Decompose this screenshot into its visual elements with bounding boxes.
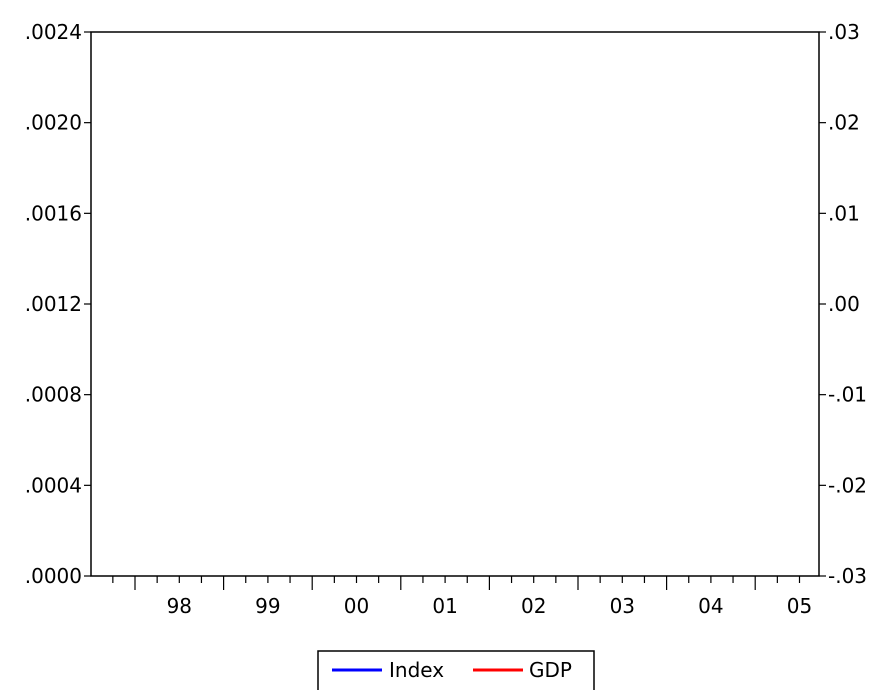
- left-y-tick-label: .0008: [25, 383, 82, 407]
- legend-label-gdp: GDP: [529, 658, 572, 682]
- x-tick-label: 99: [255, 594, 280, 618]
- legend: Index GDP: [317, 650, 595, 690]
- plot-area: [90, 31, 820, 577]
- right-y-tick-label: .02: [828, 111, 860, 135]
- x-tick-label: 00: [344, 594, 369, 618]
- x-axis: 98 99 00 01 02 03 04 05: [112, 576, 812, 618]
- right-y-tick-label: .03: [828, 20, 860, 44]
- x-tick-label: 98: [167, 594, 192, 618]
- right-y-axis: -.03 -.02 -.01 .00 .01 .02 .03: [819, 20, 867, 588]
- left-y-tick-label: .0012: [25, 292, 82, 316]
- x-tick-label: 04: [698, 594, 723, 618]
- left-y-tick-label: .0020: [25, 111, 82, 135]
- left-y-axis: .0000 .0004 .0008 .0012 .0016 .0020 .0024: [25, 20, 91, 588]
- right-y-tick-label: -.03: [828, 564, 867, 588]
- left-y-tick-label: .0016: [25, 201, 82, 225]
- x-tick-label: 05: [787, 594, 812, 618]
- right-y-tick-label: -.01: [828, 383, 867, 407]
- x-tick-label: 01: [432, 594, 457, 618]
- left-y-tick-label: .0000: [25, 564, 82, 588]
- right-y-tick-label: -.02: [828, 473, 867, 497]
- right-y-tick-label: .01: [828, 201, 860, 225]
- left-y-tick-label: .0004: [25, 473, 82, 497]
- x-tick-label: 02: [521, 594, 546, 618]
- right-y-tick-label: .00: [828, 292, 860, 316]
- legend-label-index: Index: [389, 658, 444, 682]
- x-tick-label: 03: [610, 594, 635, 618]
- left-y-tick-label: .0024: [25, 20, 82, 44]
